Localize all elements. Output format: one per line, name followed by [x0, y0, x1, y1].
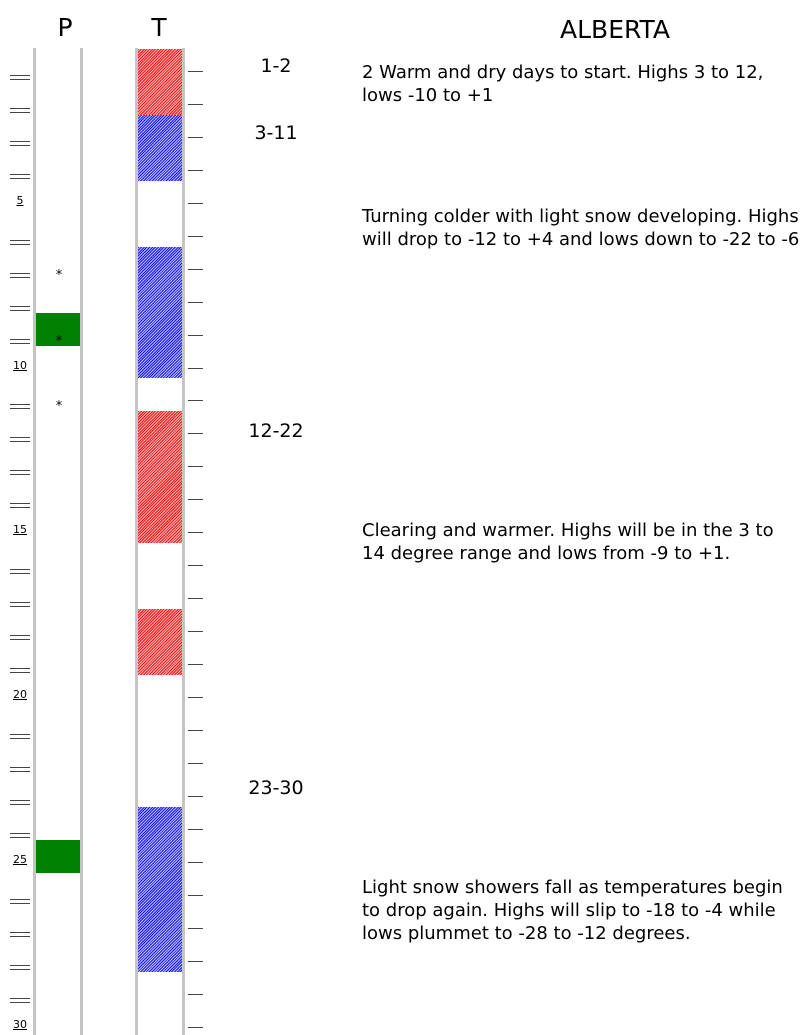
precip-strip: [33, 48, 83, 1035]
snow-mark: *: [55, 333, 63, 349]
day-tick-right: [188, 301, 203, 303]
temperature-column-header: T: [151, 13, 167, 42]
day-tick-left: [10, 503, 30, 509]
day-tick-right: [188, 828, 203, 830]
day-tick-left: [10, 272, 30, 278]
day-tick-left: [10, 602, 30, 608]
warm-temperature-band: [138, 49, 182, 115]
precip-column-header: P: [57, 13, 73, 42]
day-tick-left: [10, 173, 30, 179]
day-tick-right: [188, 70, 203, 72]
day-tick-right: [188, 565, 203, 567]
day-tick-right: [188, 631, 203, 633]
period-text-4: Light snow showers fall as temperatures …: [362, 877, 783, 944]
day-tick-right: [188, 960, 203, 962]
cold-temperature-band: [138, 246, 182, 379]
day-tick-right: [188, 169, 203, 171]
day-tick-right: [188, 894, 203, 896]
day-tick-right: [188, 795, 203, 797]
warm-temperature-band: [138, 411, 182, 544]
cold-temperature-band: [138, 114, 182, 181]
day-tick-right: [188, 993, 203, 995]
day-tick-right: [188, 532, 203, 534]
day-tick-left: [10, 766, 30, 772]
region-title: ALBERTA: [560, 15, 670, 44]
period-range-3: 12-22: [248, 420, 304, 442]
day-tick-right: [188, 433, 203, 435]
day-tick-right: [188, 598, 203, 600]
day-label: 15: [13, 523, 27, 537]
day-label: 20: [13, 688, 27, 701]
day-tick-right: [188, 367, 203, 369]
period-text-2: Turning colder with light snow developin…: [362, 206, 800, 250]
day-tick-left: [10, 931, 30, 937]
day-tick-left: [10, 733, 30, 739]
warm-temperature-band: [138, 609, 182, 676]
day-label: 30: [13, 1017, 27, 1031]
day-tick-left: [10, 470, 30, 476]
day-tick-left: [10, 107, 30, 113]
day-tick-right: [188, 334, 203, 336]
day-tick-left: [10, 997, 30, 1003]
day-tick-right: [188, 697, 203, 698]
day-tick-right: [188, 729, 203, 731]
day-tick-left: [10, 305, 30, 311]
day-tick-left: [10, 404, 30, 410]
period-text-3: Clearing and warmer. Highs will be in th…: [362, 520, 774, 564]
day-tick-left: [10, 635, 30, 641]
precip-block: [36, 839, 80, 873]
day-label: 5: [16, 193, 24, 207]
day-tick-left: [10, 799, 30, 805]
day-tick-left: [10, 569, 30, 575]
day-tick-right: [188, 861, 203, 863]
day-tick-right: [188, 202, 203, 204]
cold-temperature-band: [138, 806, 182, 972]
day-tick-right: [188, 664, 203, 666]
day-tick-left: [10, 338, 30, 344]
precip-block: [36, 312, 80, 346]
day-tick-right: [188, 400, 203, 402]
day-tick-right: [188, 235, 203, 237]
day-tick-left: [10, 239, 30, 245]
day-tick-left: [10, 832, 30, 838]
period-range-4: 23-30: [248, 777, 304, 799]
day-tick-left: [10, 437, 30, 443]
period-range-2: 3-11: [254, 122, 298, 144]
day-tick-right: [188, 103, 203, 105]
day-tick-right: [188, 499, 203, 501]
period-range-1: 1-2: [260, 55, 292, 77]
day-tick-left: [10, 668, 30, 674]
period-text-1: 2 Warm and dry days to start. Highs 3 to…: [362, 62, 764, 106]
day-tick-right: [188, 466, 203, 468]
day-tick-right: [188, 762, 203, 764]
day-tick-left: [10, 140, 30, 146]
day-label: 25: [13, 852, 27, 866]
day-tick-left: [10, 898, 30, 904]
snow-mark: *: [55, 267, 63, 283]
day-tick-right: [188, 268, 203, 270]
day-tick-right: [188, 927, 203, 929]
day-tick-right: [188, 1026, 203, 1028]
day-tick-left: [10, 964, 30, 970]
day-label: 10: [13, 358, 27, 372]
snow-mark: *: [55, 399, 63, 415]
day-tick-left: [10, 74, 30, 80]
day-tick-right: [188, 136, 203, 138]
